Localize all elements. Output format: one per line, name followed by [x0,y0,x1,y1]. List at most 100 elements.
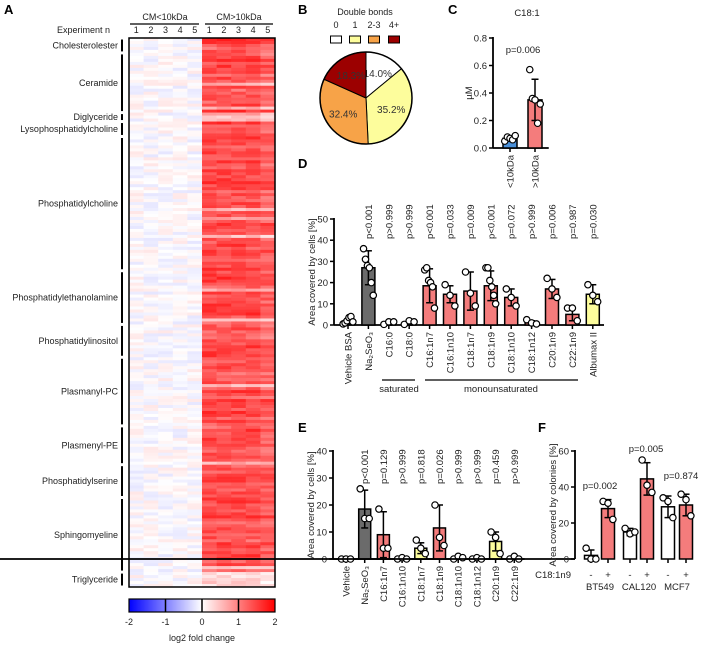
heatmap-cell [158,327,174,331]
heatmap-cell [260,303,276,307]
heatmap-cell [187,467,203,471]
heatmap-cell [245,533,261,537]
heatmap-cell [260,130,276,134]
x-tick-label: C18:1n7 [466,332,477,368]
heatmap-cell [245,354,261,358]
heatmap-cell [202,524,217,528]
heatmap-cell [245,237,261,242]
p-value-label: p=0.129 [379,449,390,484]
heatmap-cell [172,52,188,57]
y-tick-label: 0 [322,555,327,566]
heatmap-cell [260,40,276,45]
data-point [446,291,454,300]
heatmap-cell [245,578,261,582]
heatmap-cell [143,76,159,81]
heatmap-cell [260,157,276,161]
heatmap-cell [187,100,203,104]
heatmap-cell [260,115,276,119]
heatmap-cell [158,431,174,436]
heatmap-cell [231,318,247,322]
data-point [584,280,592,289]
heatmap-cell [143,145,159,149]
x-tick-label: C18:1n9 [435,566,446,602]
heatmap-cell [231,413,247,418]
heatmap-cell [172,348,188,352]
heatmap-cell [231,300,247,304]
p-value-label: p=0.818 [416,449,427,484]
heatmap-cell [158,133,174,137]
heatmap-cell [172,339,188,343]
heatmap-cell [245,321,261,325]
heatmap-cell [216,366,232,370]
heatmap-cell [202,539,217,543]
heatmap-cell [231,270,247,275]
heatmap-cell [245,145,261,149]
heatmap-cell [187,476,203,480]
heatmap-cell [158,413,174,418]
y-tick-label: 0.0 [474,144,487,155]
heatmap-cell [129,330,144,334]
heatmap-cell [172,503,188,507]
heatmap-cell [187,234,203,239]
data-point [648,488,656,497]
heatmap-cell [143,581,159,585]
heatmap-cell [143,306,159,310]
heatmap-cell [172,566,188,570]
heatmap-cell [231,539,247,543]
heatmap-cell [187,402,203,406]
heatmap-cell [143,443,159,448]
y-axis-label: µM [464,86,475,99]
heatmap-cell [260,178,276,182]
heatmap-cell [202,551,217,555]
heatmap-cell [158,473,174,477]
heatmap-cell [202,387,217,391]
heatmap-cell [172,560,188,564]
heatmap-cell [260,560,276,564]
heatmap-cell [158,184,174,188]
y-tick-label: 60 [558,447,569,458]
heatmap-cell [143,407,159,412]
heatmap-cell [260,506,276,510]
heatmap-cell [172,169,188,173]
heatmap-cell [129,211,144,215]
heatmap-cell [143,345,159,349]
heatmap-cell [172,363,188,367]
heatmap-cell [158,237,174,242]
heatmap-cell [245,309,261,313]
data-point [365,514,374,523]
heatmap-cell [260,458,276,462]
heatmap-cell [202,485,217,489]
heatmap-cell [231,67,247,72]
heatmap-cell [143,55,159,60]
heatmap-cell [260,124,276,128]
heatmap-cell [158,515,174,519]
data-point [421,549,430,558]
heatmap-cell [187,494,203,498]
heatmap-cell [231,249,247,254]
heatmap-cell [202,222,217,227]
heatmap-cell [260,363,276,367]
heatmap-cell [172,354,188,358]
heatmap-cell [260,85,276,90]
pie-legend-swatch [330,35,342,44]
heatmap-cell [143,252,159,257]
heatmap-cell [216,300,232,304]
heatmap-cell [231,79,247,84]
heatmap-cell [231,193,247,197]
heatmap-cell [129,100,144,104]
heatmap-cell [129,509,144,513]
heatmap-cell [187,434,203,439]
heatmap-cell [216,467,232,471]
heatmap-cell [187,303,203,307]
heatmap-cell [158,437,174,442]
heatmap-cell [187,413,203,418]
heatmap-cell [216,252,232,257]
heatmap-cell [202,348,217,352]
heatmap-cell [143,124,159,128]
heatmap-cell [231,38,247,42]
heatmap-cell [245,458,261,462]
heatmap-cell [158,52,174,57]
heatmap-cell [143,419,159,424]
heatmap-cell [202,419,217,424]
heatmap-cell [245,79,261,84]
